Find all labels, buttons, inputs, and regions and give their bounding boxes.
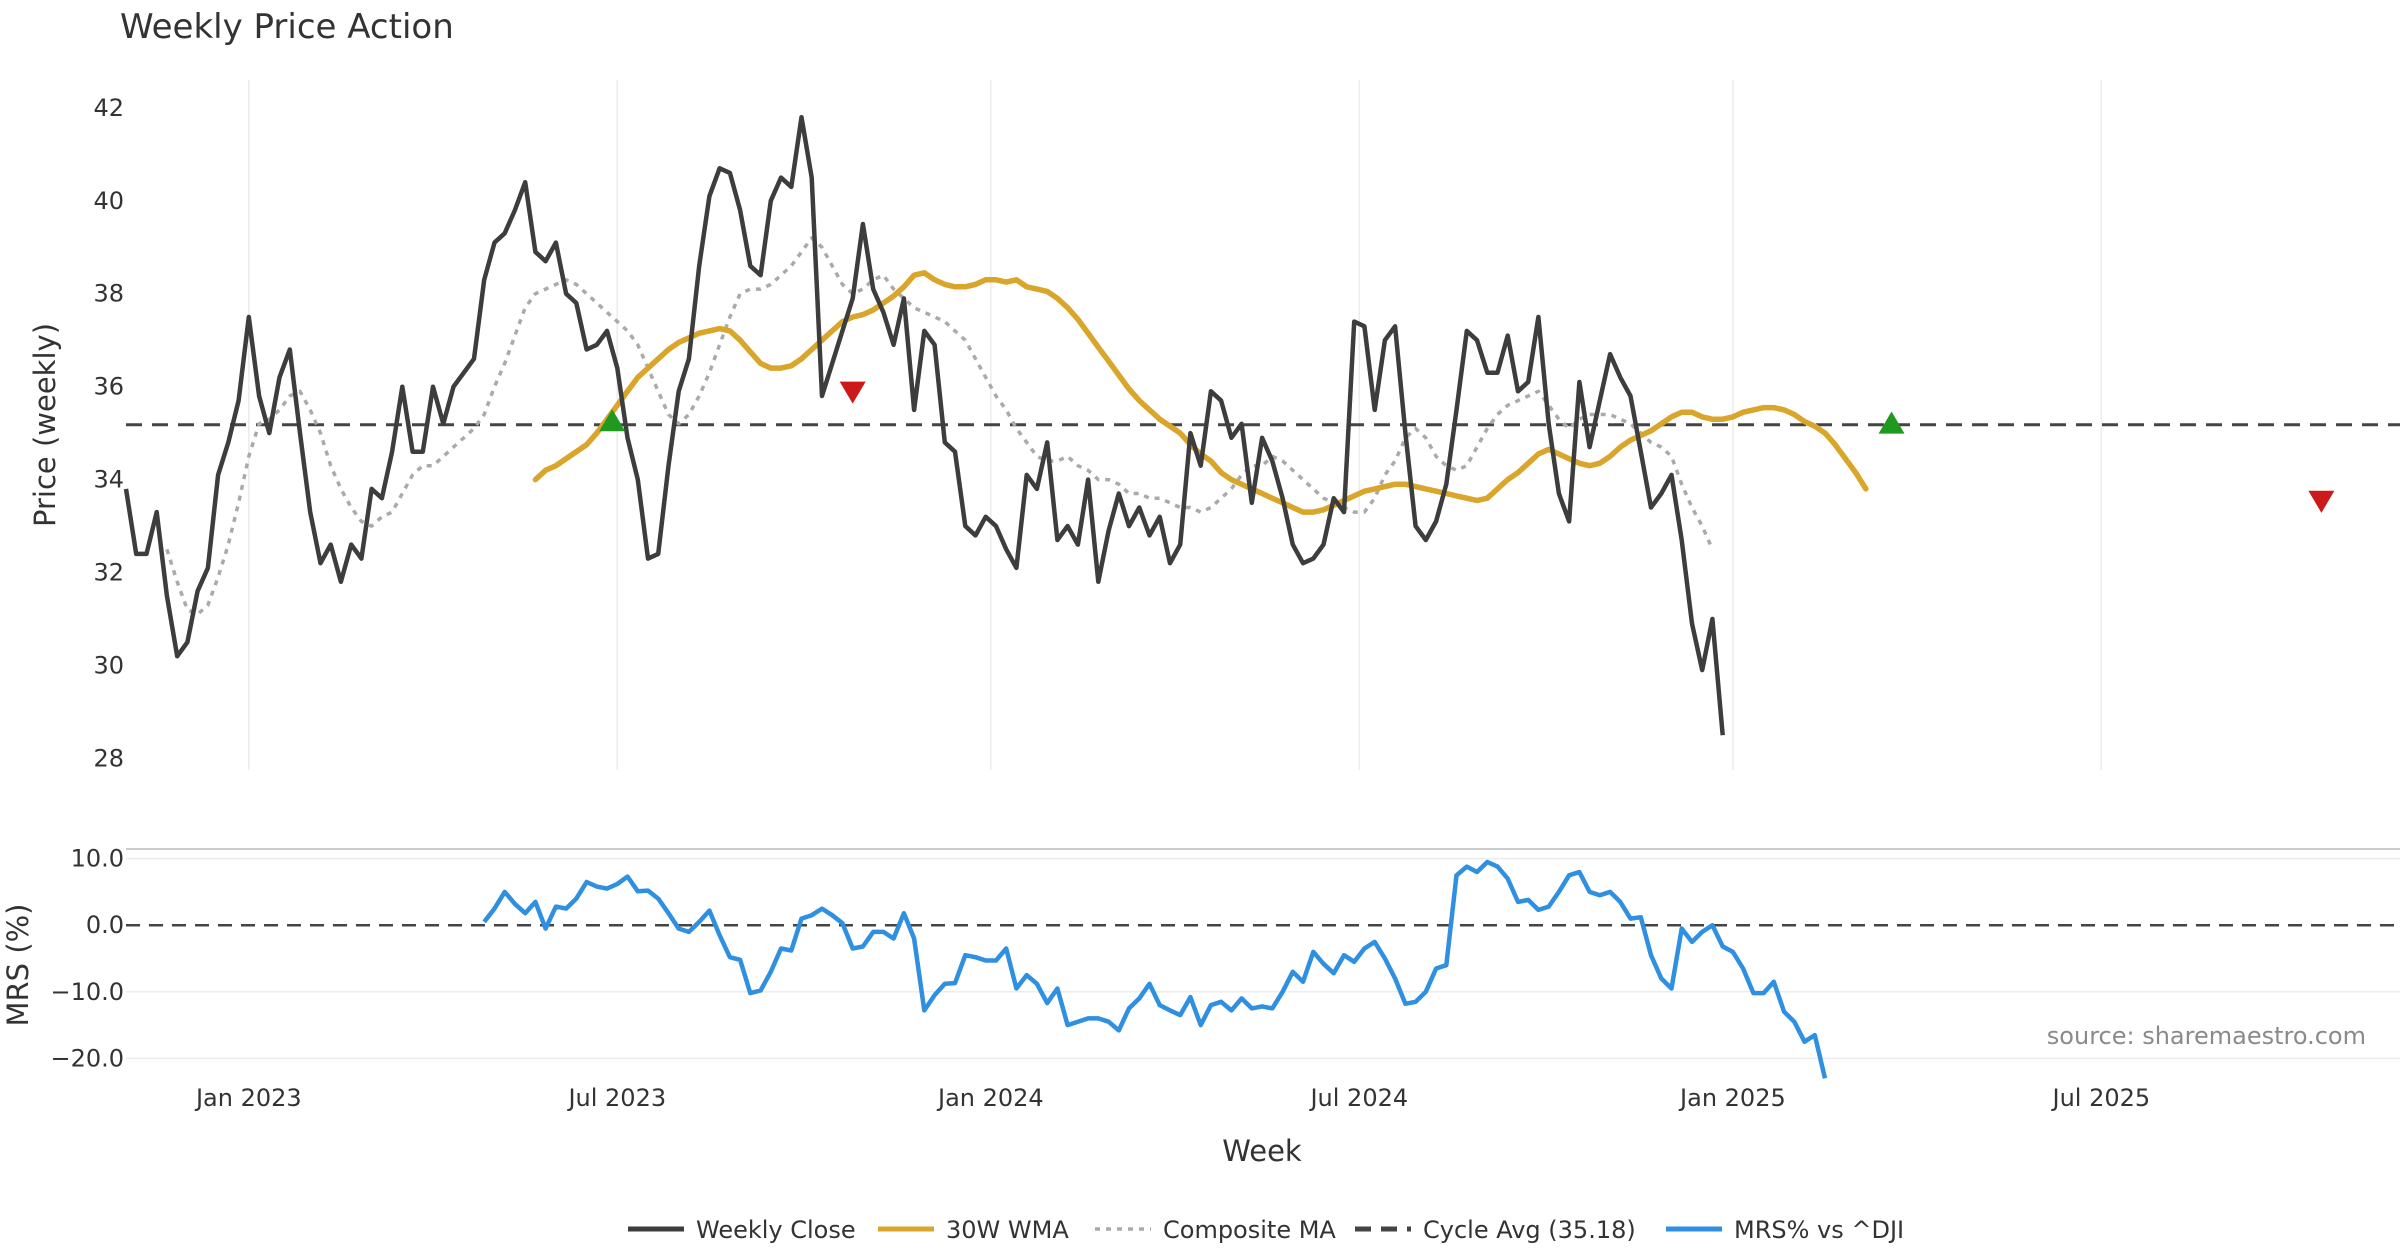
legend-label: 30W WMA — [946, 1216, 1069, 1244]
x-ticks: Jan 2023 Jul 2023 Jan 2024 Jul 2024 Jan 2025… — [194, 1084, 2150, 1112]
price-y-tick-label: 34 — [93, 466, 124, 494]
price-y-tick-label: 30 — [93, 651, 124, 679]
price-y-tick-label: 38 — [93, 280, 124, 308]
price-y-tick-label: 40 — [93, 187, 124, 215]
legend-label: Composite MA — [1163, 1216, 1336, 1244]
mrs-y-tick-label: 10.0 — [71, 845, 124, 873]
price-y-tick-label: 42 — [93, 94, 124, 122]
buy-signal-marker — [599, 409, 626, 432]
legend-label: MRS% vs ^DJI — [1734, 1216, 1904, 1244]
x-tick-label: Jan 2025 — [1678, 1084, 1786, 1112]
mrs-y-tick-label: −10.0 — [50, 978, 124, 1006]
legend-label: Weekly Close — [696, 1216, 856, 1244]
buy-signal-marker — [1878, 411, 1905, 434]
x-tick-label: Jan 2023 — [194, 1084, 302, 1112]
composite-ma-line — [165, 236, 1715, 617]
price-y-tick-label: 36 — [93, 373, 124, 401]
price-series — [123, 114, 2400, 736]
x-tick-label: Jul 2025 — [2051, 1084, 2151, 1112]
price-y-axis-label: Price (weekly) — [28, 323, 62, 527]
price-y-ticks: 28 30 32 34 36 38 40 42 — [93, 94, 124, 773]
price-y-tick-label: 28 — [93, 744, 124, 772]
x-axis-label: Week — [1222, 1134, 1302, 1168]
mrs-y-axis-label: MRS (%) — [1, 904, 35, 1027]
sell-signal-marker — [2308, 490, 2335, 513]
weekly-close-line — [123, 114, 1725, 736]
mrs-series — [482, 859, 1828, 1079]
source-note: source: sharemaestro.com — [2047, 1022, 2366, 1050]
mrs-grid — [126, 857, 2400, 1060]
mrs-y-tick-label: −20.0 — [50, 1044, 124, 1072]
x-tick-label: Jul 2024 — [1308, 1084, 1408, 1112]
chart-title: Weekly Price Action — [120, 7, 454, 47]
legend-label: Cycle Avg (35.18) — [1423, 1216, 1636, 1244]
x-tick-label: Jul 2023 — [566, 1084, 666, 1112]
mrs-line — [482, 859, 1828, 1079]
sell-signal-marker — [839, 381, 866, 404]
price-y-tick-label: 32 — [93, 559, 124, 587]
mrs-y-ticks: 10.0 0.0 −10.0 −20.0 — [50, 845, 124, 1073]
mrs-y-tick-label: 0.0 — [86, 911, 124, 939]
x-tick-label: Jan 2024 — [936, 1084, 1044, 1112]
signal-markers — [599, 381, 2335, 513]
legend: Weekly Close 30W WMA Composite MA Cycle Avg… — [628, 1216, 1904, 1244]
